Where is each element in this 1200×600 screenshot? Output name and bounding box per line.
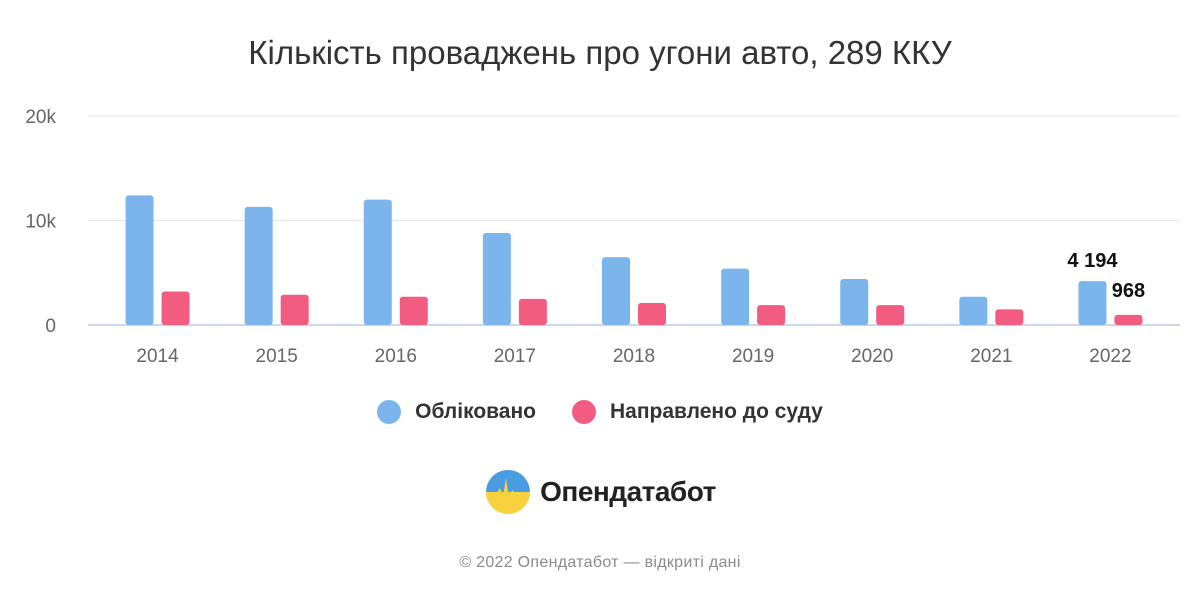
x-tick-label: 2016 — [375, 346, 417, 367]
bar-registered-2017 — [482, 233, 511, 325]
bar-sent-to-court-2016 — [399, 296, 428, 325]
chart-legend: Обліковано Направлено до суду — [0, 400, 1200, 424]
y-tick-label: 10k — [25, 212, 56, 233]
bar-registered-2016 — [363, 199, 392, 325]
bar-sent-to-court-2019 — [757, 305, 786, 325]
bar-sent-to-court-2014 — [161, 291, 190, 325]
opendatabot-logo-icon — [486, 470, 531, 514]
bar-sent-to-court-2020 — [876, 305, 905, 325]
bar-sent-to-court-2018 — [638, 303, 666, 325]
legend-marker-registered — [377, 400, 402, 424]
legend-label-sent-to-court: Направлено до суду — [609, 400, 823, 423]
bar-sent-to-court-2017 — [518, 298, 547, 325]
x-tick-label: 2017 — [494, 346, 536, 367]
bar-sent-to-court-2021 — [995, 309, 1024, 325]
data-label: 968 — [1112, 280, 1145, 302]
x-tick-label: 2020 — [851, 346, 893, 367]
x-tick-label: 2019 — [732, 346, 774, 367]
data-label: 4 194 — [1067, 250, 1118, 272]
legend-label-registered: Обліковано — [415, 400, 536, 423]
y-tick-label: 0 — [45, 316, 56, 337]
x-tick-label: 2018 — [613, 346, 655, 367]
x-tick-label: 2015 — [256, 346, 298, 367]
bar-registered-2020 — [840, 279, 869, 325]
y-tick-label: 20k — [25, 107, 56, 128]
bar-registered-2021 — [959, 296, 988, 325]
bar-sent-to-court-2022 — [1114, 314, 1143, 325]
x-tick-label: 2021 — [970, 346, 1012, 367]
bar-registered-2022 — [1078, 281, 1107, 325]
legend-marker-sent-to-court — [571, 400, 596, 424]
bar-registered-2018 — [602, 257, 630, 325]
bar-registered-2019 — [721, 268, 750, 325]
bar-registered-2014 — [125, 195, 154, 325]
footer-copyright: © 2022 Опендатабот — відкриті дані — [459, 554, 741, 571]
brand-name: Опендатабот — [540, 476, 716, 507]
legend-item-sent-to-court[interactable]: Направлено до суду — [571, 400, 823, 424]
brand: Опендатабот — [0, 468, 1200, 516]
x-tick-label: 2014 — [136, 346, 179, 367]
bar-sent-to-court-2015 — [280, 294, 309, 325]
chart-title: Кількість проваджень про угони авто, 289… — [248, 34, 952, 71]
legend-item-registered[interactable]: Обліковано — [377, 400, 536, 424]
bar-registered-2015 — [244, 206, 273, 325]
x-tick-label: 2022 — [1089, 346, 1131, 367]
